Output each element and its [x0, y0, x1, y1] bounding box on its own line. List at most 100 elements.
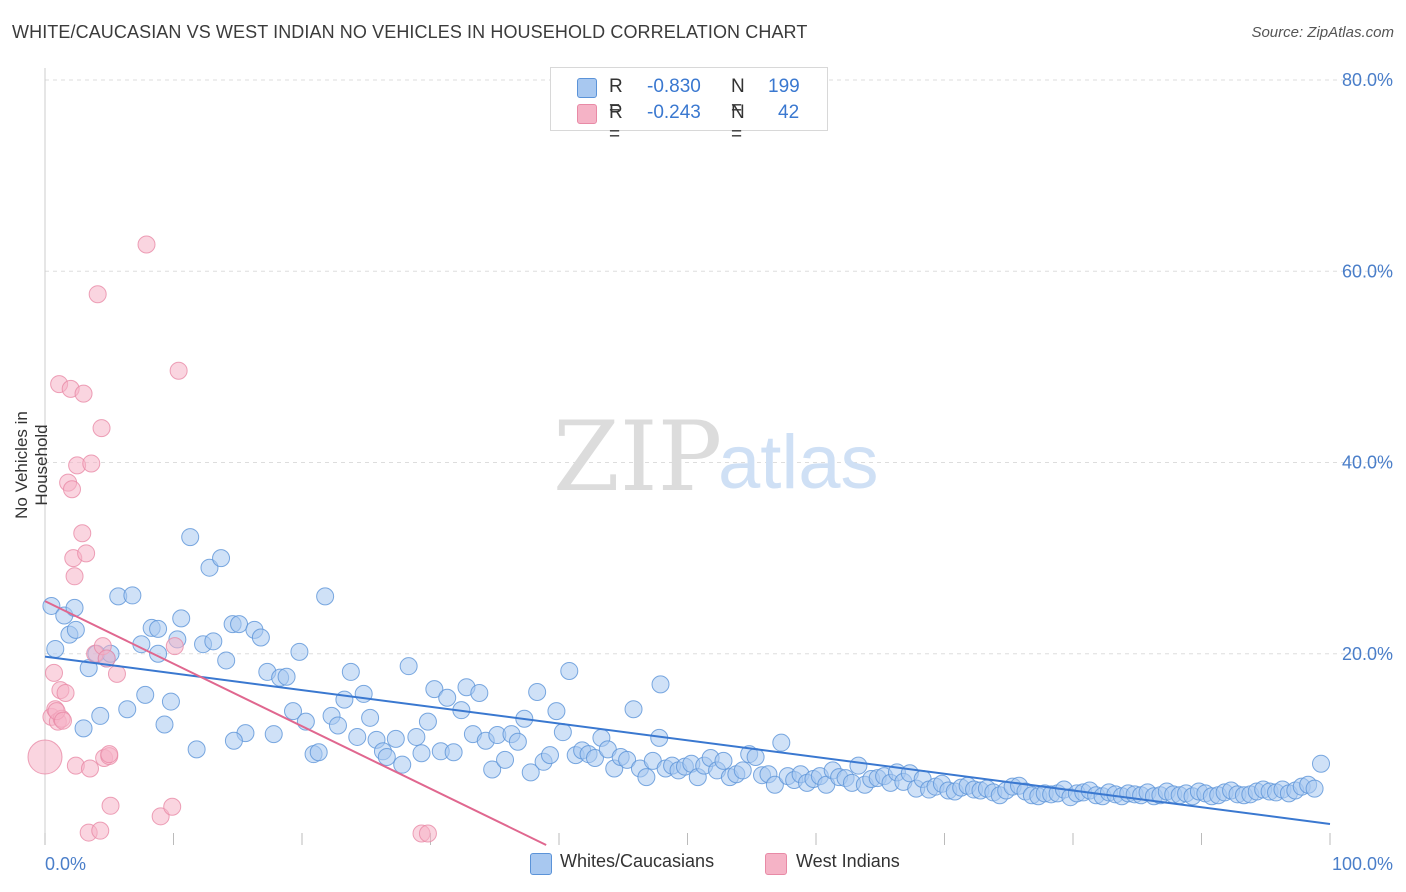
point-whites	[733, 761, 752, 780]
point-whites	[521, 763, 540, 782]
legend-r-label: R =	[609, 76, 623, 119]
point-whites	[328, 716, 347, 735]
point-whites	[393, 755, 412, 774]
point-whites	[399, 657, 418, 676]
point-westindians	[82, 454, 101, 473]
grid	[45, 79, 1392, 655]
tick-labels: 20.0% 40.0% 60.0% 80.0% 0.0% 100.0%	[45, 70, 1393, 874]
point-whites	[136, 685, 155, 704]
watermark-zip: ZIP	[553, 401, 722, 513]
point-whites	[217, 651, 236, 670]
point-whites	[155, 715, 174, 734]
point-whites	[849, 756, 868, 775]
point-whites	[651, 675, 670, 694]
x-tick-label: 0.0%	[45, 854, 86, 874]
point-westindians	[418, 824, 437, 843]
point-whites	[187, 740, 206, 759]
point-whites	[348, 727, 367, 746]
y-axis-label: No Vehicles in Household	[12, 411, 51, 519]
point-whites	[637, 768, 656, 787]
point-westindians	[80, 759, 99, 778]
point-westindians	[74, 384, 93, 403]
point-whites	[470, 683, 489, 702]
point-westindians	[77, 544, 96, 563]
bottom-legend-westindians: West Indians	[765, 851, 900, 875]
point-whites	[251, 628, 270, 647]
legend-n-label: N =	[731, 76, 745, 119]
point-whites	[560, 661, 579, 680]
point-whites	[200, 558, 219, 577]
bottom-legend-swatch-westindians	[765, 853, 787, 875]
point-westindians	[151, 807, 170, 826]
bottom-legend-label-whites: Whites/Caucasians	[560, 851, 715, 871]
legend-swatch-whites	[577, 78, 597, 98]
point-whites	[335, 690, 354, 709]
point-whites	[547, 702, 566, 721]
legend: R = -0.830 N = 199 R = -0.243 N = 42	[550, 67, 828, 145]
point-westindians	[73, 524, 92, 543]
point-westindians	[100, 745, 119, 764]
point-whites	[284, 702, 303, 721]
point-whites	[483, 760, 502, 779]
bottom-legend-whites: Whites/Caucasians	[530, 851, 715, 875]
point-whites	[746, 748, 765, 767]
point-whites	[264, 725, 283, 744]
point-westindians	[107, 664, 126, 683]
y-tick-label: 80.0%	[1342, 70, 1393, 90]
point-whites	[149, 619, 168, 638]
source-label: Source: ZipAtlas.com	[1251, 24, 1394, 41]
point-whites	[418, 712, 437, 731]
y-tick-label: 20.0%	[1342, 644, 1393, 664]
point-whites	[386, 729, 405, 748]
watermark-atlas: atlas	[718, 420, 879, 505]
point-westindians	[137, 235, 156, 254]
point-westindians	[65, 567, 84, 586]
point-westindians	[165, 637, 184, 656]
point-westindians	[44, 663, 63, 682]
point-westindians	[163, 797, 182, 816]
watermark: ZIP atlas	[553, 401, 879, 513]
point-whites	[407, 727, 426, 746]
point-whites	[541, 746, 560, 765]
point-whites	[172, 609, 191, 628]
point-whites	[508, 732, 527, 751]
point-whites	[1305, 779, 1324, 798]
point-whites	[230, 615, 249, 634]
trend-line-whites	[44, 655, 1331, 825]
point-westindians	[53, 711, 72, 730]
point-whites	[123, 586, 142, 605]
legend-swatch-westindians	[577, 104, 597, 124]
point-whites	[118, 700, 137, 719]
y-tick-label: 40.0%	[1342, 453, 1393, 473]
point-westindians	[169, 361, 188, 380]
point-whites	[91, 706, 110, 725]
point-westindians	[27, 739, 63, 775]
point-whites	[204, 632, 223, 651]
point-westindians	[97, 649, 116, 668]
legend-n-value: 199	[768, 76, 800, 97]
point-whites	[309, 743, 328, 762]
legend-r-value: -0.243	[647, 102, 701, 123]
point-whites	[66, 620, 85, 639]
point-whites	[618, 750, 637, 769]
point-westindians	[101, 796, 120, 815]
point-whites	[444, 743, 463, 762]
point-whites	[224, 731, 243, 750]
legend-n-value: 42	[778, 102, 800, 123]
bottom-legend-label-westindians: West Indians	[796, 851, 900, 871]
point-whites	[585, 748, 604, 767]
point-whites	[528, 683, 547, 701]
y-tick-label: 60.0%	[1342, 261, 1393, 281]
point-whites	[624, 700, 643, 719]
point-westindians	[92, 419, 111, 438]
point-whites	[181, 528, 200, 547]
point-whites	[46, 639, 65, 658]
point-whites	[212, 549, 231, 568]
point-whites	[765, 775, 784, 794]
point-westindians	[91, 821, 110, 840]
point-whites	[772, 733, 791, 752]
point-whites	[496, 750, 515, 769]
point-whites	[74, 719, 93, 738]
point-whites	[438, 688, 457, 707]
